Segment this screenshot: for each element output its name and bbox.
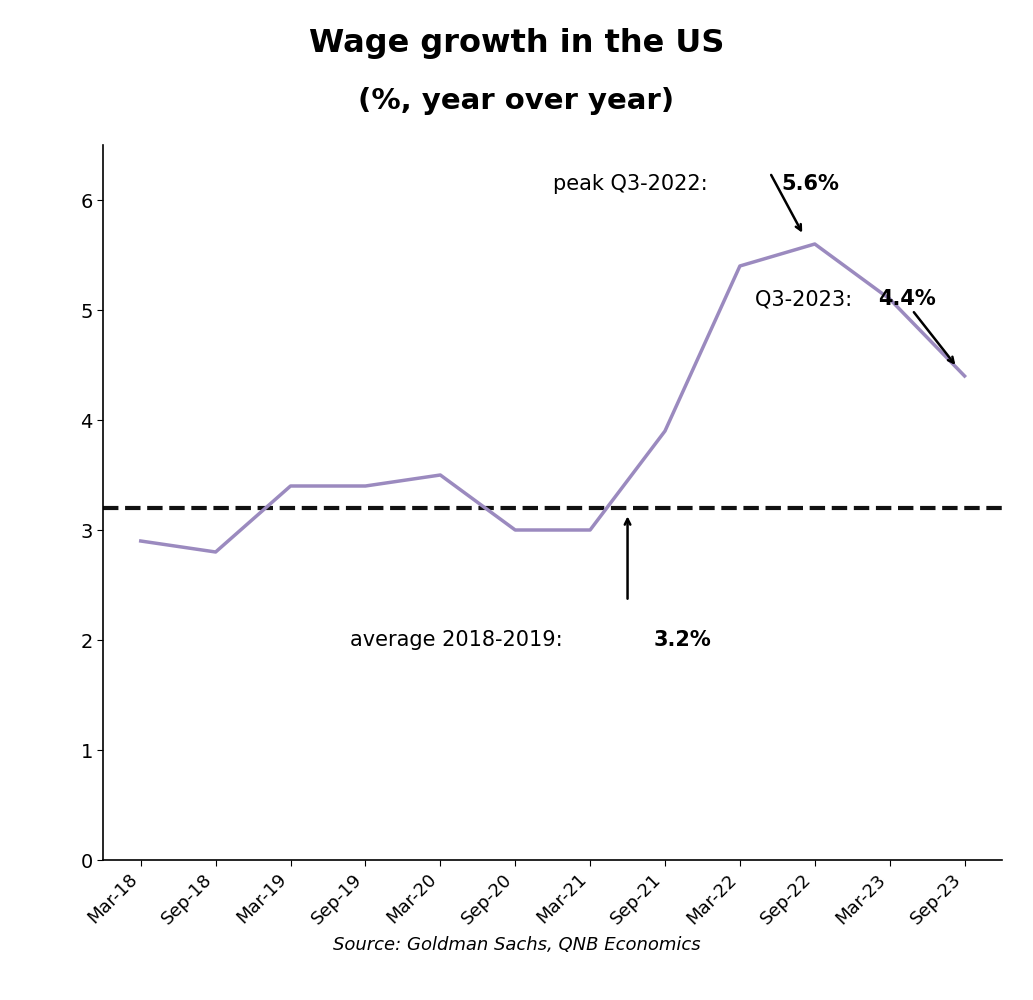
Text: 5.6%: 5.6%	[781, 174, 839, 194]
Text: Source: Goldman Sachs, QNB Economics: Source: Goldman Sachs, QNB Economics	[333, 936, 700, 954]
Text: (%, year over year): (%, year over year)	[358, 87, 675, 115]
Text: Q3-2023:: Q3-2023:	[755, 289, 858, 309]
Text: peak Q3-2022:: peak Q3-2022:	[553, 174, 714, 194]
Text: 3.2%: 3.2%	[654, 630, 712, 650]
Text: average 2018-2019:: average 2018-2019:	[350, 630, 569, 650]
Text: Wage growth in the US: Wage growth in the US	[309, 28, 724, 59]
Text: 4.4%: 4.4%	[878, 289, 936, 309]
